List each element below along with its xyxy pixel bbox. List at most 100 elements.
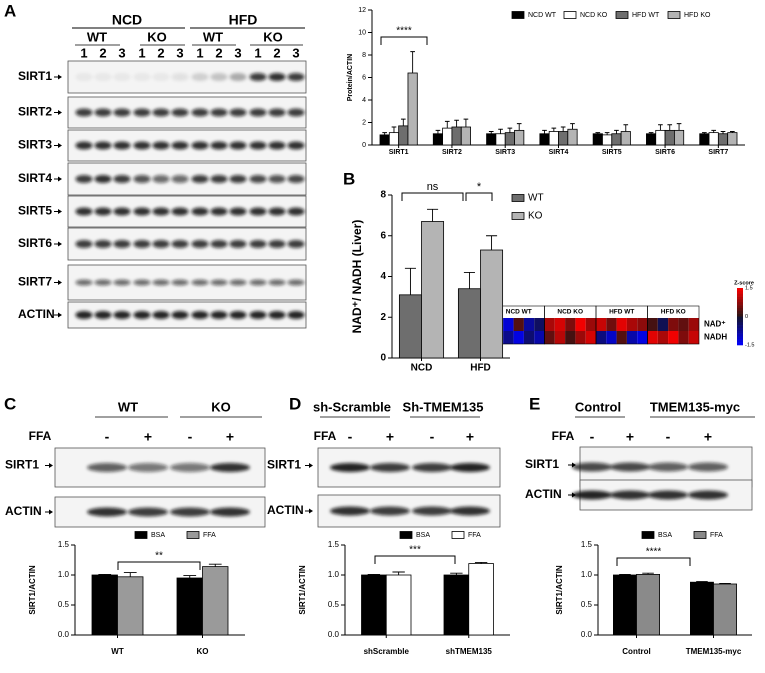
error-bar	[208, 563, 222, 567]
bar	[592, 133, 603, 146]
blot-band	[210, 279, 228, 286]
x-tick-label: SIRT1	[389, 149, 409, 156]
legend-label: NCD KO	[580, 12, 608, 19]
protein-label: SIRT2	[18, 105, 52, 119]
bar	[91, 574, 118, 636]
y-axis-label: NAD⁺/ NADH (Liver)	[350, 220, 364, 334]
significance-label: ****	[396, 26, 412, 37]
blot-band	[210, 311, 228, 319]
group-label: HFD	[229, 12, 258, 28]
treatment-sign: -	[430, 429, 435, 445]
significance-label: ****	[646, 547, 662, 558]
legend-swatch	[511, 194, 525, 202]
y-axis-label: SIRT1/ACTIN	[555, 565, 564, 615]
protein-label: ACTIN	[5, 504, 42, 518]
treatment-sign: +	[386, 429, 394, 445]
blot-band	[191, 240, 209, 248]
blot-band	[191, 73, 209, 81]
error-bar	[702, 132, 707, 134]
treatment-sign: +	[226, 429, 234, 445]
error-bar	[400, 118, 406, 126]
blot-band	[75, 311, 93, 319]
bar	[611, 133, 622, 146]
y-tick-label: 1.0	[328, 570, 340, 579]
protein-label: SIRT1	[267, 458, 301, 472]
blot-band	[113, 279, 131, 286]
heatmap-column-label: NCD KO	[557, 309, 583, 316]
significance-bracket	[401, 192, 464, 201]
blot-band	[152, 279, 170, 286]
error-bar	[367, 573, 381, 575]
blot-band	[268, 311, 286, 319]
x-tick-label: HFD	[470, 363, 491, 374]
heatmap-cell	[626, 331, 638, 344]
blot-band	[412, 463, 452, 472]
protein-label: SIRT5	[18, 204, 52, 218]
blot-band	[191, 108, 209, 117]
blot-band	[287, 207, 305, 216]
significance-bracket	[117, 561, 201, 570]
arrow-head	[572, 462, 576, 468]
treatment-sign: -	[105, 429, 110, 445]
error-bar	[391, 126, 397, 133]
blot-band	[268, 108, 286, 117]
legend-label: WT	[528, 193, 544, 204]
colorbar-segment	[737, 319, 743, 323]
genotype-label: KO	[147, 29, 167, 44]
y-tick-label: 1.0	[581, 570, 593, 579]
error-bar	[542, 129, 547, 134]
heatmap-cell	[657, 331, 669, 344]
blot-band	[572, 462, 612, 472]
significance-label: ns	[427, 181, 439, 193]
heatmap-cell	[647, 331, 658, 344]
treatment-label: FFA	[552, 429, 575, 443]
blot-band	[94, 311, 112, 319]
lane-label: 3	[292, 45, 299, 60]
group-label: NCD	[112, 12, 142, 28]
genotype-label: KO	[263, 29, 283, 44]
legend-swatch	[641, 531, 655, 539]
y-tick-label: 8	[380, 190, 386, 201]
arrow-head	[58, 110, 62, 115]
panel-label: A	[4, 1, 16, 20]
y-tick-label: 4	[362, 97, 366, 104]
bar	[699, 133, 710, 146]
panel-label: C	[4, 394, 16, 413]
protein-label: SIRT6	[18, 236, 52, 250]
error-bar	[676, 123, 682, 131]
heatmap-cell	[513, 318, 524, 331]
colorbar-segment	[737, 327, 743, 332]
arrow-head	[58, 241, 62, 247]
y-axis-label: SIRT1/ACTIN	[298, 565, 307, 615]
blot-band	[113, 175, 131, 183]
bar	[539, 133, 550, 146]
bar	[548, 131, 559, 146]
error-bar	[435, 129, 441, 134]
error-bar	[667, 124, 673, 131]
y-tick-label: 0.0	[581, 630, 593, 639]
bar	[432, 133, 444, 146]
y-tick-label: 10	[358, 29, 366, 36]
error-bar	[463, 271, 475, 289]
colorbar-segment	[737, 307, 743, 312]
protein-label: SIRT3	[18, 138, 52, 152]
heatmap-cell	[503, 318, 514, 331]
heatmap-cell	[606, 318, 617, 331]
blot-band	[268, 175, 286, 183]
blot-band	[287, 108, 305, 117]
blot-band	[191, 141, 209, 150]
heatmap-cell	[688, 331, 699, 344]
blot-band	[128, 463, 168, 472]
treatment-sign: -	[348, 429, 353, 445]
blot-band	[229, 311, 247, 319]
legend-swatch	[134, 531, 148, 539]
blot-band	[210, 73, 228, 81]
arrow-head	[309, 463, 313, 468]
significance-bracket	[374, 555, 456, 564]
blot-band	[94, 175, 112, 183]
blot-band	[229, 73, 247, 81]
significance-label: **	[155, 551, 163, 562]
heatmap-cell	[596, 318, 607, 331]
blot-band	[133, 240, 151, 248]
blot-band	[370, 506, 410, 516]
